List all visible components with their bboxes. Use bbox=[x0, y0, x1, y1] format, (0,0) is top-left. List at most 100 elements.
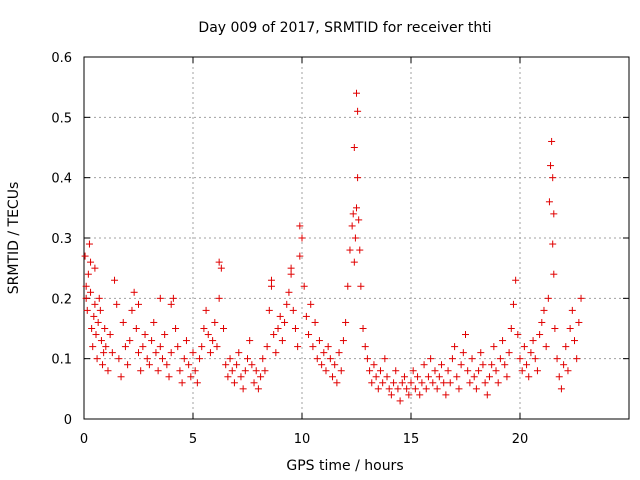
data-point bbox=[91, 300, 99, 308]
data-point bbox=[198, 343, 206, 351]
data-point bbox=[455, 385, 463, 393]
y-tick-label: 0.6 bbox=[51, 51, 72, 66]
data-point bbox=[361, 343, 369, 351]
data-point bbox=[320, 349, 328, 357]
data-point bbox=[442, 391, 450, 399]
data-point bbox=[540, 306, 548, 314]
data-point bbox=[113, 300, 121, 308]
data-point bbox=[163, 361, 171, 369]
data-point bbox=[135, 349, 142, 357]
data-point bbox=[119, 318, 127, 326]
data-point bbox=[435, 373, 443, 381]
data-point bbox=[494, 379, 502, 387]
data-point bbox=[520, 343, 528, 351]
data-point bbox=[287, 264, 295, 272]
y-axis-title: SRMTID / TECUs bbox=[6, 182, 22, 295]
data-point bbox=[372, 373, 380, 381]
data-point bbox=[366, 367, 374, 375]
data-point bbox=[100, 349, 108, 357]
data-point bbox=[431, 367, 439, 375]
data-point bbox=[156, 294, 164, 302]
data-point bbox=[409, 367, 417, 375]
data-point bbox=[536, 331, 544, 339]
data-point bbox=[296, 252, 304, 260]
data-point bbox=[346, 246, 354, 254]
data-point bbox=[139, 343, 147, 351]
data-point bbox=[121, 343, 129, 351]
data-point bbox=[124, 361, 132, 369]
data-point bbox=[180, 355, 188, 363]
data-point bbox=[464, 367, 472, 375]
data-point bbox=[315, 337, 323, 345]
data-point bbox=[204, 331, 212, 339]
data-point bbox=[392, 367, 400, 375]
data-point bbox=[87, 288, 95, 296]
data-point bbox=[444, 367, 452, 375]
data-point bbox=[555, 373, 563, 381]
chart-axis-ticks: 0 0.1 0.2 0.3 0.4 0.5 0.6 0 5 10 15 20 bbox=[51, 51, 629, 447]
data-point bbox=[414, 373, 422, 381]
data-point bbox=[148, 337, 156, 345]
data-point bbox=[263, 343, 271, 351]
data-point bbox=[396, 397, 404, 405]
data-point bbox=[485, 373, 493, 381]
data-point bbox=[248, 361, 256, 369]
data-point bbox=[551, 325, 559, 332]
data-point bbox=[213, 343, 221, 351]
data-point bbox=[571, 337, 578, 345]
data-point bbox=[381, 355, 389, 363]
data-point bbox=[87, 258, 95, 266]
data-point bbox=[564, 367, 572, 375]
data-point bbox=[94, 318, 102, 326]
data-point bbox=[418, 379, 426, 387]
data-point bbox=[329, 373, 337, 381]
data-point bbox=[108, 349, 116, 357]
x-axis-title: GPS time / hours bbox=[286, 458, 403, 474]
data-point bbox=[88, 325, 96, 332]
data-point bbox=[350, 144, 358, 151]
data-point bbox=[390, 379, 398, 387]
data-point bbox=[161, 331, 169, 339]
data-point bbox=[354, 107, 362, 115]
data-point bbox=[575, 318, 583, 326]
data-point bbox=[339, 337, 347, 345]
data-point bbox=[252, 367, 260, 375]
data-point bbox=[462, 331, 469, 339]
data-point bbox=[257, 373, 265, 381]
data-point bbox=[278, 337, 286, 345]
data-point bbox=[230, 379, 238, 387]
data-point bbox=[97, 337, 105, 345]
data-point bbox=[93, 355, 101, 363]
data-point bbox=[137, 367, 145, 375]
data-point bbox=[353, 89, 360, 97]
data-point bbox=[254, 385, 262, 393]
data-point bbox=[228, 367, 236, 375]
data-point bbox=[350, 258, 358, 266]
data-point bbox=[200, 325, 208, 332]
data-point bbox=[191, 367, 199, 375]
data-point bbox=[457, 361, 465, 369]
data-point bbox=[152, 349, 160, 357]
data-point bbox=[272, 349, 280, 357]
data-point bbox=[501, 361, 509, 369]
data-point bbox=[307, 300, 315, 308]
data-point bbox=[531, 355, 539, 363]
data-point bbox=[355, 216, 363, 224]
data-point bbox=[459, 349, 467, 357]
chart-title: Day 009 of 2017, SRMTID for receiver tht… bbox=[198, 20, 491, 36]
data-point bbox=[553, 355, 561, 363]
data-point bbox=[424, 373, 432, 381]
data-point bbox=[405, 391, 413, 399]
data-point bbox=[96, 306, 104, 314]
y-tick-label: 0.3 bbox=[51, 232, 72, 247]
data-point bbox=[189, 349, 197, 357]
data-point bbox=[187, 373, 195, 381]
data-point bbox=[529, 337, 537, 345]
data-point bbox=[527, 349, 535, 357]
data-point bbox=[416, 391, 424, 399]
data-point bbox=[438, 361, 446, 369]
data-point bbox=[128, 306, 136, 314]
data-point bbox=[507, 325, 515, 332]
data-point bbox=[403, 385, 411, 393]
data-point bbox=[130, 288, 138, 296]
